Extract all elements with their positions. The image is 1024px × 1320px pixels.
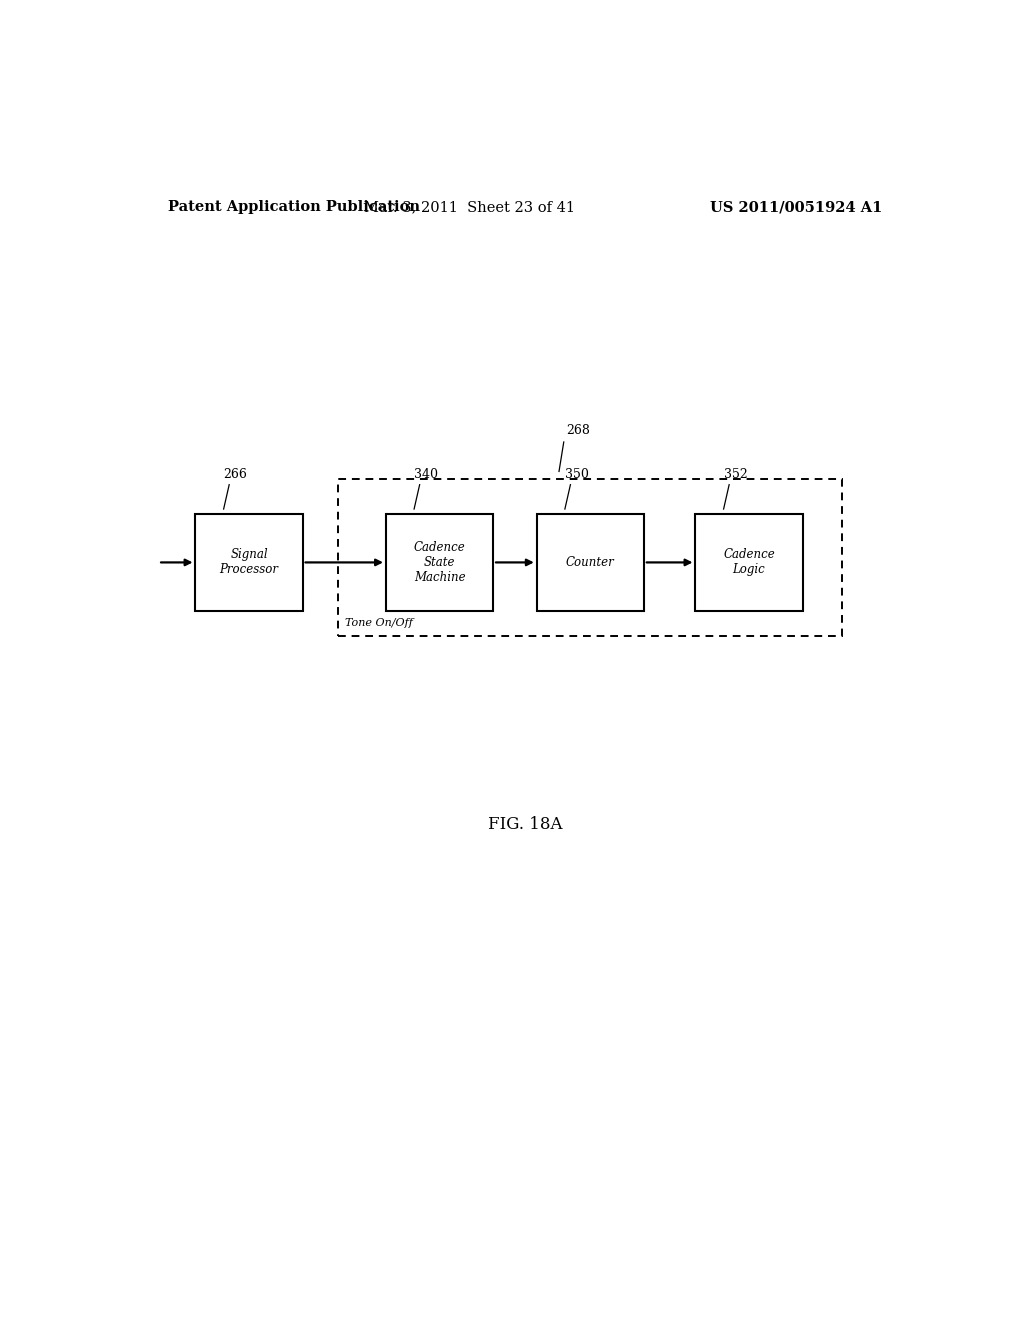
Text: 352: 352 <box>724 467 748 480</box>
Text: Counter: Counter <box>566 556 614 569</box>
Text: 266: 266 <box>223 467 248 480</box>
Text: Patent Application Publication: Patent Application Publication <box>168 201 420 214</box>
Text: 350: 350 <box>565 467 589 480</box>
Text: US 2011/0051924 A1: US 2011/0051924 A1 <box>710 201 882 214</box>
Text: FIG. 18A: FIG. 18A <box>487 816 562 833</box>
Bar <box>196 515 303 611</box>
Text: Signal
Processor: Signal Processor <box>219 548 279 577</box>
Text: Cadence
State
Machine: Cadence State Machine <box>414 541 465 583</box>
Text: Cadence
Logic: Cadence Logic <box>723 548 775 577</box>
Text: Tone On/Off: Tone On/Off <box>345 618 413 628</box>
Bar <box>386 515 494 611</box>
Text: 268: 268 <box>566 424 590 437</box>
Bar <box>338 479 842 636</box>
Bar <box>537 515 644 611</box>
Text: Mar. 3, 2011  Sheet 23 of 41: Mar. 3, 2011 Sheet 23 of 41 <box>364 201 574 214</box>
Text: 340: 340 <box>414 467 438 480</box>
Bar <box>695 515 803 611</box>
